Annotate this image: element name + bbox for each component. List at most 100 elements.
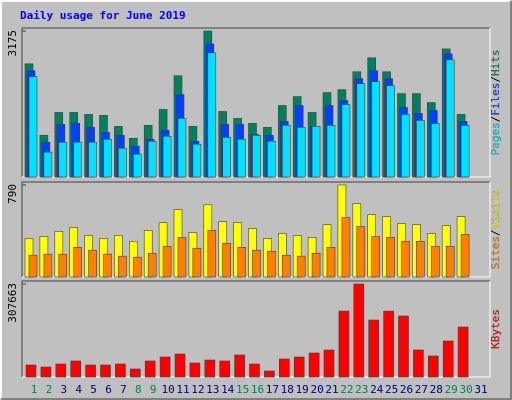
panel-border-dark	[21, 280, 490, 377]
x-tick-label: 15	[236, 383, 249, 396]
x-tick-label: 26	[400, 383, 413, 396]
x-tick-label: 13	[206, 383, 219, 396]
legend-separator: /	[489, 230, 502, 237]
x-tick-label: 23	[355, 383, 368, 396]
bar	[249, 363, 260, 378]
legend-entry: Pages	[489, 122, 502, 155]
bar	[427, 355, 439, 378]
bar	[293, 356, 305, 378]
bar	[401, 241, 410, 278]
bar	[204, 359, 216, 378]
bar	[416, 241, 425, 278]
bar	[296, 255, 306, 278]
bar	[43, 151, 53, 178]
bar	[430, 123, 440, 178]
bar	[55, 363, 67, 378]
y-tick-label: 307663	[6, 283, 19, 323]
bar	[356, 226, 366, 278]
x-tick-label: 29	[445, 383, 458, 396]
bar	[353, 283, 365, 378]
bar	[234, 354, 245, 378]
bar	[73, 141, 82, 178]
bar	[338, 310, 350, 378]
bar	[192, 143, 202, 178]
bar	[237, 247, 246, 278]
bar	[103, 253, 112, 278]
x-tick-label: 5	[90, 383, 97, 396]
x-tick-label: 31	[474, 383, 487, 396]
x-tick-label: 27	[415, 383, 428, 396]
bar	[442, 340, 454, 378]
x-tick-label: 17	[266, 383, 279, 396]
x-tick-label: 25	[385, 383, 398, 396]
bar	[356, 83, 366, 178]
panel	[22, 281, 490, 377]
x-tick-label: 11	[176, 383, 189, 396]
x-tick-label: 8	[135, 383, 142, 396]
bar	[371, 81, 381, 178]
bar	[398, 315, 409, 378]
bar	[219, 360, 230, 378]
bar	[207, 52, 217, 178]
bar	[162, 135, 172, 178]
bar	[386, 85, 395, 178]
bar	[159, 356, 171, 378]
x-tick-label: 16	[251, 383, 264, 396]
bar	[85, 364, 96, 378]
x-tick-label: 3	[60, 383, 67, 396]
bar	[25, 364, 37, 378]
bar	[308, 352, 320, 378]
bar	[189, 362, 201, 378]
y-tick-label: 3175	[6, 30, 19, 57]
bar	[162, 245, 172, 278]
bar	[445, 59, 455, 178]
bar	[383, 310, 394, 378]
bar	[416, 120, 425, 178]
x-tick-label: 10	[161, 383, 174, 396]
bar	[144, 360, 156, 378]
legend-entry: Sites	[489, 236, 502, 269]
x-tick-label: 19	[296, 383, 309, 396]
bar	[457, 326, 469, 378]
legend-entry: Files	[489, 83, 502, 116]
bar	[371, 236, 381, 278]
bar	[368, 319, 380, 378]
bar	[118, 147, 127, 178]
bar	[323, 349, 335, 378]
bar	[401, 114, 410, 178]
legend: Sites/Visits	[489, 190, 502, 270]
bar	[281, 125, 291, 178]
x-tick-label: 30	[459, 383, 472, 396]
x-tick-label: 18	[281, 383, 294, 396]
panel-border-dark	[21, 27, 490, 177]
bar	[130, 368, 141, 378]
bar	[222, 243, 231, 278]
bar	[278, 358, 290, 378]
bar	[281, 254, 291, 278]
bar	[100, 364, 111, 378]
x-tick-label: 14	[221, 383, 235, 396]
bar	[267, 140, 276, 178]
chart-title: Daily usage for June 2019	[20, 9, 186, 22]
bar	[341, 104, 351, 178]
bar	[177, 118, 187, 178]
bar	[88, 141, 97, 178]
bar	[430, 245, 440, 278]
bar	[326, 125, 336, 178]
legend-entry: Visits	[489, 190, 502, 230]
bar	[326, 247, 336, 278]
bar	[237, 138, 246, 178]
bar	[58, 253, 68, 278]
bar	[133, 153, 142, 178]
bar	[174, 353, 186, 378]
bar	[311, 252, 321, 278]
bar	[460, 125, 470, 178]
bar	[264, 370, 275, 378]
y-tick-label: 790	[6, 184, 19, 204]
legend-entry: Hits	[489, 50, 502, 77]
x-tick-label: 9	[150, 383, 157, 396]
bar	[267, 250, 276, 278]
bar	[28, 254, 38, 278]
bar	[40, 366, 52, 378]
